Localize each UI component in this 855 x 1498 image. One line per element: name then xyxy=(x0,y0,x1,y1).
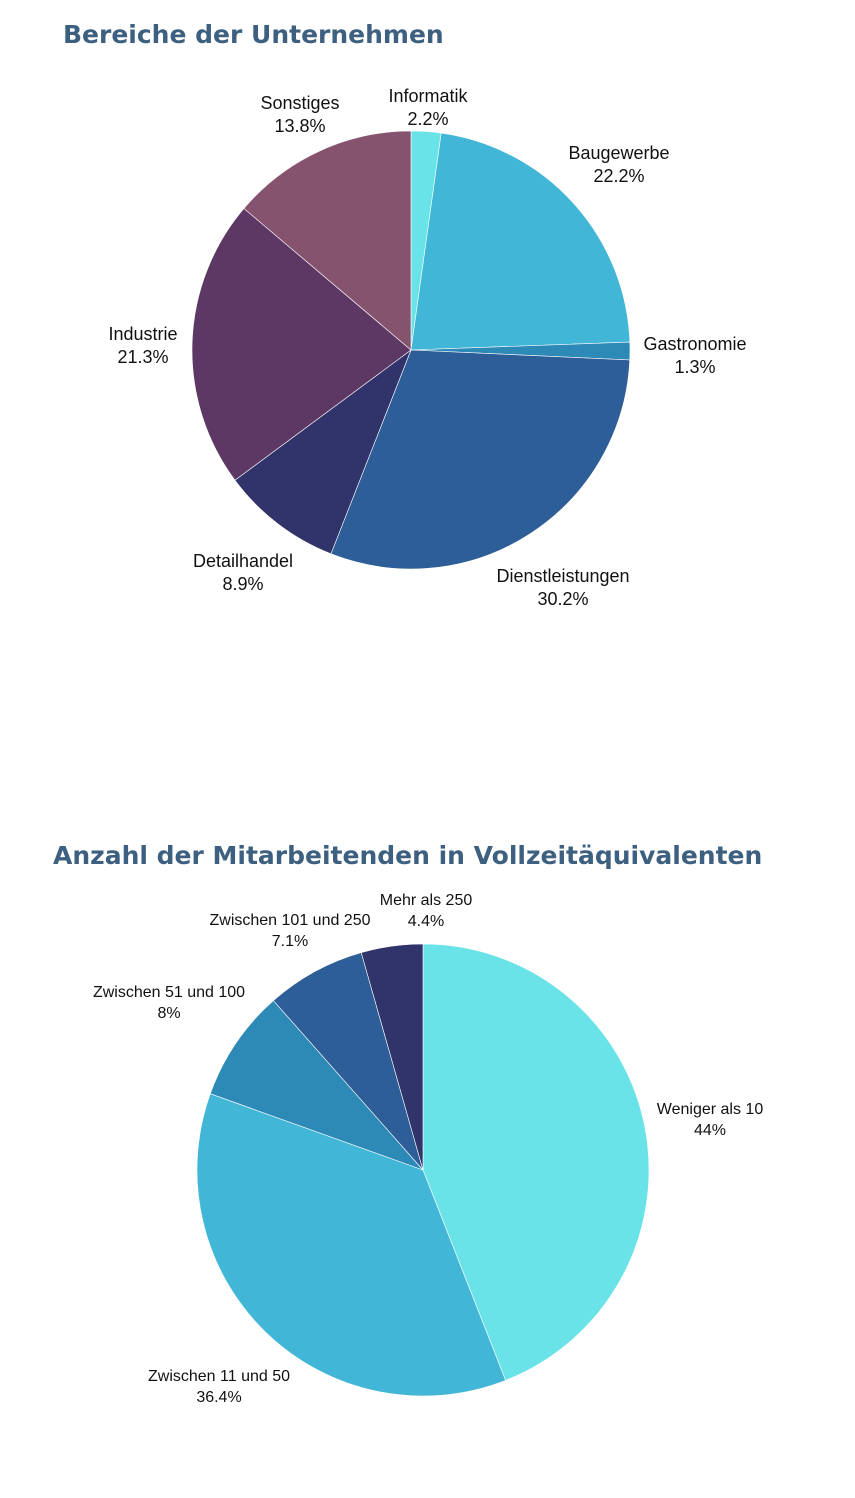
slice-value-detailhandel: 8.9% xyxy=(222,574,263,594)
pie-slice-detailhandel xyxy=(234,349,412,555)
slice-value-industrie: 21.3% xyxy=(117,347,168,367)
chart-title-bereiche: Bereiche der Unternehmen xyxy=(63,20,444,49)
slice-label-zwischen-101-und-250: Zwischen 101 und 250 xyxy=(210,912,371,929)
pie-slice-sonstiges xyxy=(243,130,412,351)
slice-label-baugewerbe: Baugewerbe xyxy=(568,143,669,163)
pie-slice-zwischen-101-und-250 xyxy=(272,952,424,1171)
pie-chart-bereiche: Informatik 2.2% Baugewerbe 22.2% Gastronomie… xyxy=(108,86,746,609)
pie-chart-mitarbeitende: Weniger als 10 44% Zwischen 11 und 50 36.4%… xyxy=(93,892,764,1406)
slice-value-weniger-als-10: 44% xyxy=(694,1122,726,1139)
slice-label-zwischen-51-und-100: Zwischen 51 und 100 xyxy=(93,984,245,1001)
slice-label-mehr-als-250: Mehr als 250 xyxy=(380,892,473,909)
slice-label-industrie: Industrie xyxy=(108,324,177,344)
slice-label-sonstiges: Sonstiges xyxy=(260,93,339,113)
slice-value-zwischen-11-und-50: 36.4% xyxy=(196,1389,241,1406)
slice-value-zwischen-51-und-100: 8% xyxy=(157,1005,180,1022)
slice-label-detailhandel: Detailhandel xyxy=(193,551,293,571)
slice-value-dienstleistungen: 30.2% xyxy=(537,589,588,609)
slice-label-weniger-als-10: Weniger als 10 xyxy=(657,1101,764,1118)
chart-title-mitarbeitende: Anzahl der Mitarbeitenden in Vollzeitäqu… xyxy=(53,841,763,870)
pie-slice-baugewerbe xyxy=(410,132,631,351)
pie-slice-zwischen-51-und-100 xyxy=(209,1000,424,1171)
slice-value-informatik: 2.2% xyxy=(407,109,448,129)
pie-slice-industrie xyxy=(191,208,412,481)
slice-label-dienstleistungen: Dienstleistungen xyxy=(496,566,629,586)
slice-label-informatik: Informatik xyxy=(388,86,468,106)
pie-slice-dienstleistungen xyxy=(330,349,631,570)
slice-value-mehr-als-250: 4.4% xyxy=(408,913,444,930)
slice-value-baugewerbe: 22.2% xyxy=(593,166,644,186)
slice-value-gastronomie: 1.3% xyxy=(674,357,715,377)
slice-label-zwischen-11-und-50: Zwischen 11 und 50 xyxy=(148,1368,290,1385)
pie-slice-zwischen-11-und-50 xyxy=(196,1093,506,1397)
pie-slice-weniger-als-10 xyxy=(422,943,650,1381)
pie-slice-mehr-als-250 xyxy=(360,943,424,1171)
slice-value-zwischen-101-und-250: 7.1% xyxy=(272,933,308,950)
slice-label-gastronomie: Gastronomie xyxy=(643,334,746,354)
slice-value-sonstiges: 13.8% xyxy=(274,116,325,136)
